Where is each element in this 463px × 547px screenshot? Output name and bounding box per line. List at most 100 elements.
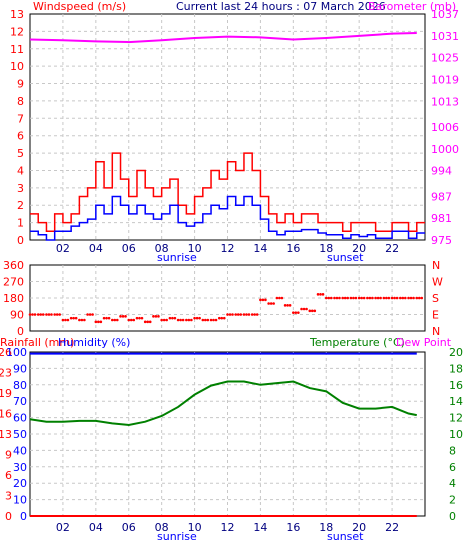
temp-x-tick: 02: [56, 521, 70, 534]
direction-point: [74, 316, 78, 320]
direction-point: [366, 296, 369, 300]
direction-point: [321, 293, 325, 296]
direction-point: [368, 296, 372, 300]
humidity-y-tick: 10: [13, 494, 27, 507]
rainfall-y-tick: 9: [5, 449, 12, 462]
temperature-y-tick: 4: [449, 477, 456, 490]
direction-point: [45, 313, 48, 316]
humidity-y-tick: 30: [13, 461, 27, 474]
direction-point: [181, 318, 185, 322]
direction-point: [190, 318, 193, 322]
direction-point: [412, 296, 415, 300]
temperature-y-tick: 8: [449, 444, 456, 457]
wind-x-tick: 14: [253, 242, 267, 255]
direction-point: [36, 313, 40, 316]
temperature-y-tick: 16: [449, 379, 463, 392]
wind-y-tick: 12: [10, 25, 24, 38]
direction-point: [310, 309, 314, 313]
direction-point: [94, 320, 98, 324]
direction-point: [362, 296, 366, 300]
temp-x-tick: 12: [221, 521, 235, 534]
direction-point: [409, 296, 413, 300]
wind-sunset-label: sunset: [327, 251, 364, 264]
direction-point: [382, 296, 386, 300]
wind-y-tick: 6: [17, 130, 24, 143]
temperature-y-tick: 14: [449, 395, 463, 408]
wind-y-tick: 13: [10, 8, 24, 21]
wind-y-tick: 7: [17, 112, 24, 125]
direction-point: [226, 313, 229, 316]
direction-point: [255, 313, 259, 316]
rainfall-y-tick: 19: [0, 387, 12, 400]
barometer-y-tick: 1019: [431, 74, 459, 87]
direction-point: [297, 311, 300, 314]
direction-point: [119, 315, 122, 318]
direction-point: [157, 315, 160, 318]
direction-point: [316, 293, 320, 296]
direction-point: [148, 320, 152, 324]
wind-y-tick: 4: [17, 164, 24, 177]
humidity-y-tick: 40: [13, 444, 27, 457]
direction-point: [349, 296, 353, 300]
direction-point: [31, 313, 34, 316]
direction-point: [193, 316, 196, 320]
humidity-y-tick: 70: [13, 395, 27, 408]
barometer-y-tick: 1006: [431, 121, 459, 134]
series-line-windspeed-m-s-: [30, 152, 425, 233]
direction-point: [286, 304, 289, 307]
direction-point: [140, 316, 144, 320]
direction-point: [121, 315, 125, 318]
direction-point: [387, 296, 391, 300]
direction-point: [379, 296, 382, 300]
direction-point: [33, 313, 37, 316]
direction-y-tick: 180: [3, 292, 24, 305]
humidity-y-tick: 90: [13, 362, 27, 375]
barometer-axis-title: Barometer (mb): [368, 0, 456, 13]
temp-x-tick: 10: [188, 521, 202, 534]
direction-point: [390, 296, 394, 300]
direction-point: [417, 296, 421, 300]
direction-point: [352, 296, 355, 300]
direction-point: [250, 313, 254, 316]
temperature-y-tick: 20: [449, 346, 463, 359]
wind-y-tick: 0: [17, 234, 24, 247]
direction-point: [195, 316, 199, 320]
period-title: Current last 24 hours : 07 March 2026: [176, 0, 386, 13]
rainfall-y-tick: 26: [0, 346, 12, 359]
direction-point: [212, 318, 215, 322]
temp-x-tick: 14: [253, 521, 267, 534]
direction-point: [61, 318, 65, 322]
direction-point: [278, 296, 281, 300]
temp-x-tick: 04: [89, 521, 103, 534]
direction-point: [187, 318, 191, 322]
direction-point: [173, 316, 177, 320]
temperature-axis-title: Temperature (°C): [309, 336, 405, 349]
direction-point: [371, 296, 374, 300]
direction-point: [338, 296, 341, 300]
direction-point: [78, 318, 81, 322]
direction-point: [272, 302, 275, 305]
humidity-axis-title: Humidity (%): [58, 336, 130, 349]
direction-point: [228, 313, 232, 316]
wind-y-tick: 8: [17, 95, 24, 108]
temperature-y-tick: 6: [449, 461, 456, 474]
direction-point: [88, 313, 92, 316]
barometer-y-tick: 1025: [431, 52, 459, 65]
direction-point: [64, 318, 67, 322]
direction-point: [415, 296, 419, 300]
direction-panel-grid: [30, 265, 425, 331]
direction-point: [313, 309, 317, 313]
direction-point: [404, 296, 407, 300]
temp-sunset-label: sunset: [327, 530, 364, 542]
direction-point: [53, 313, 56, 316]
direction-point: [50, 313, 53, 316]
direction-point: [231, 313, 234, 316]
direction-point: [288, 304, 292, 307]
direction-point: [86, 313, 89, 316]
direction-point: [245, 313, 248, 316]
direction-point: [253, 313, 256, 316]
direction-point: [259, 298, 262, 302]
direction-point: [124, 315, 127, 318]
direction-point: [185, 318, 188, 322]
